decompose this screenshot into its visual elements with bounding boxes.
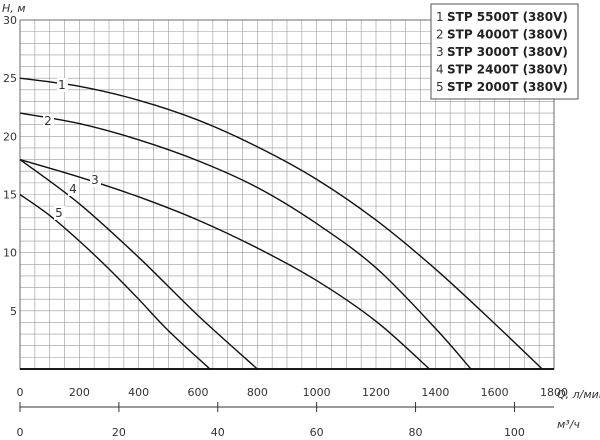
legend-box — [430, 3, 579, 100]
curve-label-bg — [90, 173, 101, 187]
y-tick-label: 10 — [3, 247, 17, 260]
curve-label-bg — [68, 182, 79, 196]
x2-tick-label: 80 — [409, 426, 423, 439]
legend-item-name: STP 2000T (380V) — [447, 80, 568, 94]
x-tick-label: 600 — [188, 386, 209, 399]
legend-item-number: 4 — [436, 63, 444, 77]
x2-axis-title: м³/ч — [557, 418, 580, 431]
x2-tick-label: 100 — [504, 426, 525, 439]
legend-item-number: 1 — [436, 10, 444, 24]
x-axis-title: Q, л/мин — [557, 388, 600, 401]
curve-label-3: 3 — [91, 173, 99, 187]
curve-label-2: 2 — [44, 114, 52, 128]
y-tick-label: 25 — [3, 72, 17, 85]
x-tick-label: 400 — [128, 386, 149, 399]
x2-tick-label: 60 — [310, 426, 324, 439]
x-tick-label: 1200 — [362, 386, 390, 399]
legend-item-number: 3 — [436, 45, 444, 59]
y-tick-label: 30 — [3, 14, 17, 27]
y-tick-label: 20 — [3, 130, 17, 143]
legend-item-name: STP 4000T (380V) — [447, 28, 568, 42]
x-tick-label: 1400 — [421, 386, 449, 399]
curve-label-1: 1 — [58, 78, 66, 92]
curve-line-4 — [19, 159, 258, 370]
x2-tick-label: 0 — [17, 426, 24, 439]
x-tick-label: 200 — [69, 386, 90, 399]
x2-tick-label: 20 — [112, 426, 126, 439]
legend-item-name: STP 5500T (380V) — [447, 10, 568, 24]
y-tick-label: 5 — [10, 305, 17, 318]
curve-line-5 — [19, 193, 211, 370]
x-tick-label: 0 — [17, 386, 24, 399]
curve-line-3 — [19, 158, 430, 370]
curve-line-1 — [19, 77, 543, 370]
x-tick-label: 1000 — [303, 386, 331, 399]
curve-label-5: 5 — [55, 206, 63, 220]
x-tick-label: 1800 — [540, 386, 568, 399]
legend-item-number: 5 — [436, 80, 444, 94]
curve-line-2 — [19, 112, 472, 370]
x2-tick-label: 40 — [211, 426, 225, 439]
curve-label-bg — [43, 114, 54, 128]
curve-label-bg — [57, 78, 68, 92]
legend-item-name: STP 2400T (380V) — [447, 63, 568, 77]
y-axis-title: H, м — [2, 2, 26, 15]
legend-item-number: 2 — [436, 28, 444, 42]
x-tick-label: 800 — [247, 386, 268, 399]
curve-label-bg — [54, 206, 65, 220]
curve-label-4: 4 — [69, 182, 77, 196]
x-tick-label: 1600 — [481, 386, 509, 399]
y-tick-label: 15 — [3, 189, 17, 202]
legend-item-name: STP 3000T (380V) — [447, 45, 568, 59]
